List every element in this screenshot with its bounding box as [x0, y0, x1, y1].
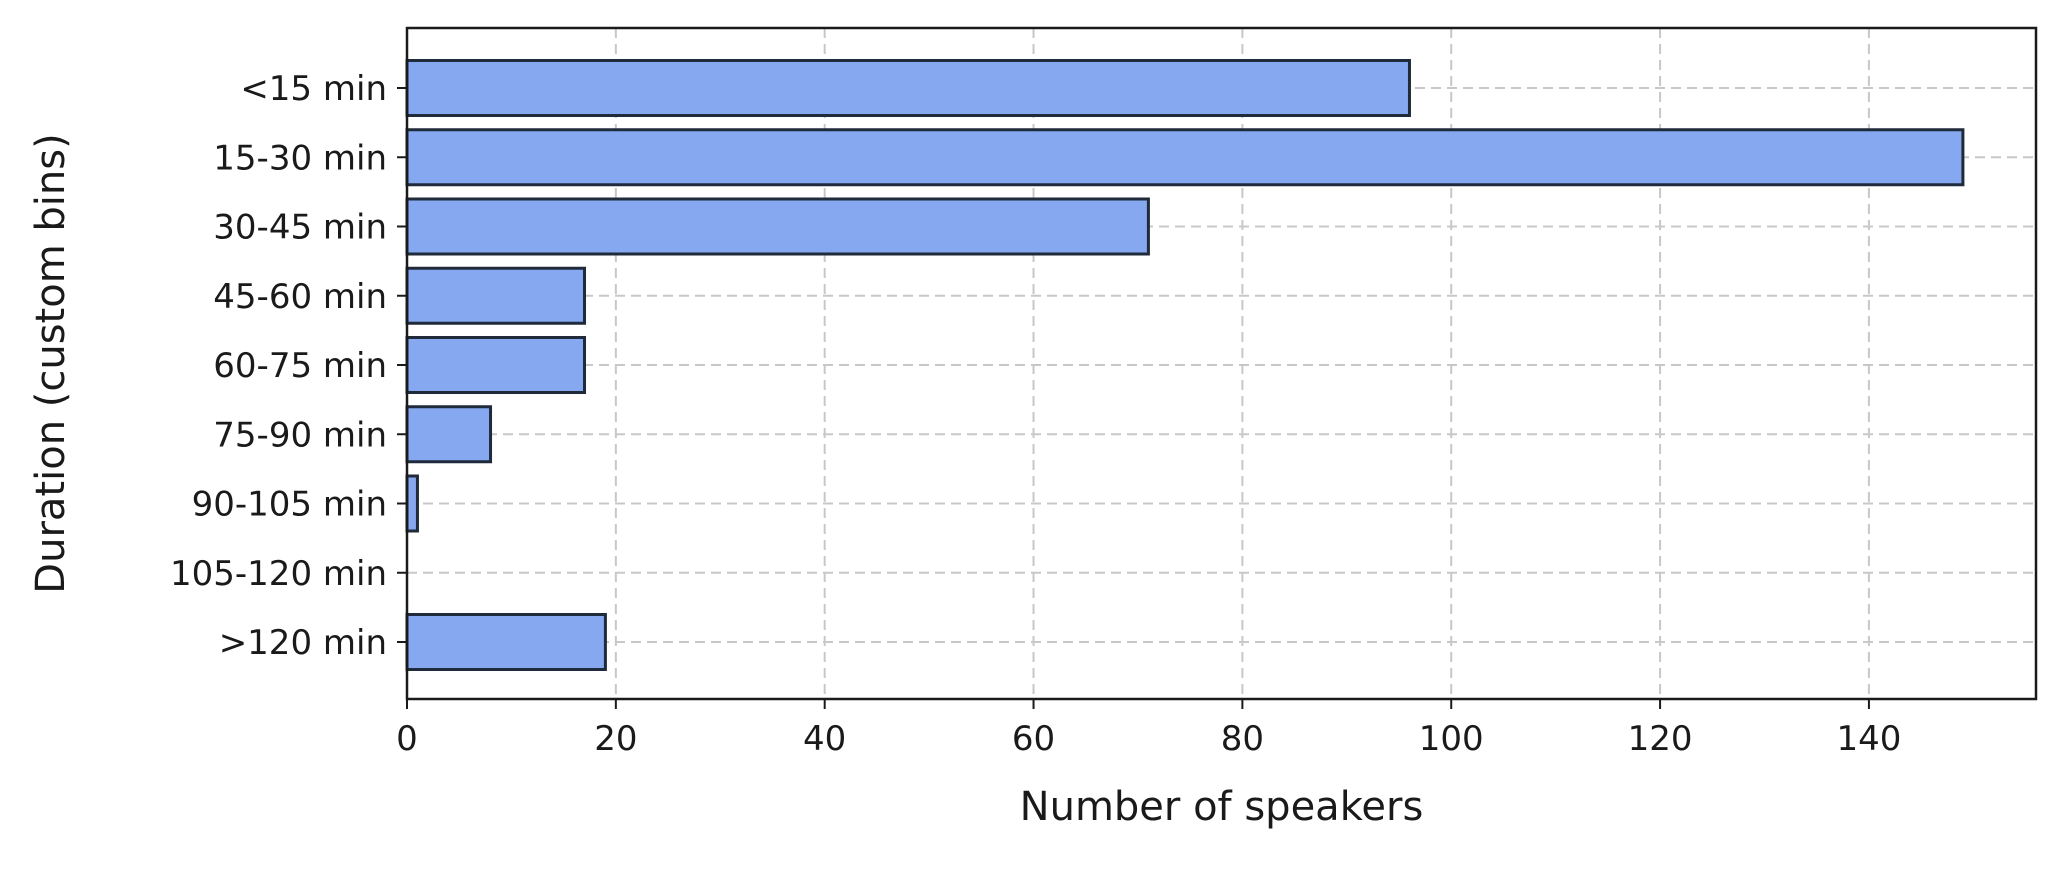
x-axis-title: Number of speakers	[1020, 784, 1424, 830]
y-tick-label: 60-75 min	[213, 346, 387, 386]
x-tick-label: 80	[1221, 719, 1264, 759]
y-tick-label: 30-45 min	[213, 208, 387, 248]
x-tick-label: 40	[803, 719, 846, 759]
bar	[405, 128, 1965, 187]
y-tick-label: <15 min	[240, 69, 387, 109]
x-tick-label: 100	[1419, 719, 1484, 759]
bar	[405, 197, 1150, 256]
bars-layer	[405, 59, 1965, 671]
x-tick-label: 140	[1836, 719, 1901, 759]
bar	[405, 59, 1411, 117]
bar	[405, 405, 493, 464]
y-tick-label: 75-90 min	[213, 415, 387, 455]
x-tick-label: 20	[594, 719, 637, 759]
ticks-layer: 0 20 40 60 80 100 120 140 <15 min 15-30 min 30-45 …	[170, 69, 1901, 759]
x-tick-label: 0	[396, 719, 418, 759]
y-tick-label: 15-30 min	[213, 138, 387, 178]
bar	[405, 266, 587, 325]
y-tick-label: >120 min	[219, 623, 387, 663]
y-tick-label: 90-105 min	[192, 485, 387, 525]
y-tick-label: 45-60 min	[213, 277, 387, 317]
y-tick-label: 105-120 min	[170, 554, 387, 594]
plot-frame	[405, 26, 2038, 701]
x-tick-label: 60	[1012, 719, 1055, 759]
x-tick-label: 120	[1628, 719, 1693, 759]
bar	[405, 613, 607, 671]
y-axis-title: Duration (custom bins)	[28, 133, 74, 593]
bar	[405, 474, 419, 533]
bar	[405, 336, 587, 394]
